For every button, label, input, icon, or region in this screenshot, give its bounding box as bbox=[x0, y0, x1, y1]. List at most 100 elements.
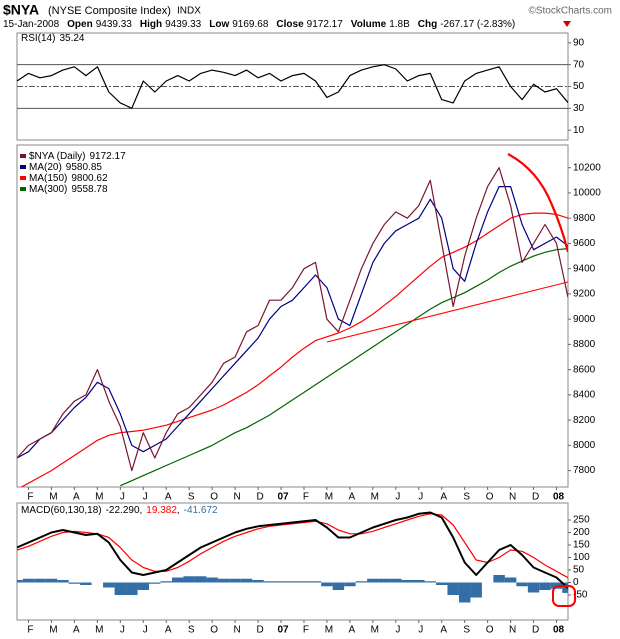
y-tick-label: 8600 bbox=[573, 364, 596, 375]
series-line bbox=[20, 212, 568, 487]
symbol: $NYA bbox=[3, 2, 39, 18]
series-line bbox=[120, 248, 568, 487]
legend-name: MA(300) bbox=[29, 184, 67, 195]
legend: MA(150) 9800.62 bbox=[29, 173, 108, 184]
x-tick-label: N bbox=[233, 492, 240, 503]
quote-value: 9169.68 bbox=[232, 19, 269, 30]
histogram-bar bbox=[17, 580, 23, 583]
legend-name: MA(150) bbox=[29, 173, 67, 184]
trendline bbox=[326, 281, 568, 343]
quote-line: 15-Jan-2008 Open 9439.33 High 9439.33 Low 9169… bbox=[3, 19, 515, 30]
histogram-bar bbox=[275, 581, 287, 583]
legend-name: MA(20) bbox=[29, 162, 62, 173]
y-tick-label: 200 bbox=[573, 527, 590, 538]
legend-value: 9580.85 bbox=[66, 162, 103, 173]
y-tick-label: 10 bbox=[573, 125, 585, 136]
y-tick-label: 8800 bbox=[573, 339, 596, 350]
x-tick-label: M bbox=[371, 492, 379, 503]
histogram-bar bbox=[114, 582, 127, 595]
series-line bbox=[17, 64, 568, 109]
x-tick-label: A bbox=[440, 492, 447, 503]
x-tick-label: D bbox=[532, 492, 539, 503]
legend-swatch bbox=[20, 176, 26, 180]
x-tick-label: O bbox=[210, 625, 218, 636]
x-tick-label: O bbox=[486, 492, 494, 503]
legend-value: 9558.78 bbox=[71, 184, 108, 195]
x-tick-label: M bbox=[371, 625, 379, 636]
y-tick-label: 10200 bbox=[573, 162, 601, 173]
legend: MA(300) 9558.78 bbox=[29, 184, 108, 195]
histogram-bar bbox=[539, 582, 551, 590]
quote-value: 9439.33 bbox=[165, 19, 202, 30]
x-tick-label: 07 bbox=[277, 625, 289, 636]
histogram-bar bbox=[194, 576, 207, 583]
trendline-curve bbox=[507, 153, 568, 253]
y-tick-label: 9600 bbox=[573, 238, 596, 249]
y-tick-label: 70 bbox=[573, 59, 585, 70]
plot-area bbox=[17, 64, 568, 109]
x-tick-label: M bbox=[49, 492, 57, 503]
histogram-bar bbox=[562, 582, 568, 593]
x-tick-label: J bbox=[395, 625, 400, 636]
y-tick-label: 9400 bbox=[573, 263, 596, 274]
x-tick-label: A bbox=[349, 625, 356, 636]
x-tick-label: 08 bbox=[553, 625, 565, 636]
x-tick-label: S bbox=[463, 625, 470, 636]
legend-swatch bbox=[20, 165, 26, 169]
y-tick-label: 0 bbox=[573, 577, 579, 588]
quote-value: 9172.17 bbox=[307, 19, 344, 30]
x-tick-label: F bbox=[303, 492, 309, 503]
legend-title: RSI(14) bbox=[21, 33, 55, 44]
histogram-bar bbox=[390, 578, 402, 583]
y-tick-label: 9200 bbox=[573, 289, 596, 300]
histogram-bar bbox=[68, 582, 81, 584]
x-tick-label: N bbox=[233, 625, 240, 636]
y-tick-label: 50 bbox=[573, 81, 585, 92]
legend-separator: , bbox=[177, 505, 180, 516]
x-tick-label: J bbox=[395, 492, 400, 503]
histogram-bar bbox=[504, 577, 517, 583]
panel: 90 70 50 30 10 RSI(14) 35.24 bbox=[16, 32, 585, 141]
quote-value: 9439.33 bbox=[96, 19, 133, 30]
header: $NYA (NYSE Composite Index) INDX ©StockC… bbox=[3, 2, 612, 30]
series-line bbox=[17, 513, 568, 579]
histogram-bar bbox=[321, 582, 333, 587]
histogram-bar bbox=[367, 578, 379, 583]
histogram-bar bbox=[435, 582, 448, 585]
histogram-bar bbox=[217, 578, 230, 583]
x-tick-label: J bbox=[418, 625, 423, 636]
histogram-bar bbox=[401, 580, 414, 583]
histogram-bar bbox=[298, 581, 310, 583]
x-tick-label: J bbox=[120, 492, 125, 503]
x-tick-label: A bbox=[73, 492, 80, 503]
index-name: (NYSE Composite Index) bbox=[48, 5, 171, 17]
legend: MA(20) 9580.85 bbox=[29, 162, 102, 173]
histogram-bar bbox=[263, 581, 276, 583]
x-tick-label: A bbox=[165, 625, 172, 636]
histogram-bar bbox=[252, 580, 264, 583]
quote-value: 1.8B bbox=[389, 19, 410, 30]
x-tick-label: A bbox=[165, 492, 172, 503]
x-tick-label: N bbox=[509, 625, 516, 636]
y-tick-label: 150 bbox=[573, 540, 590, 551]
legend: MACD(60,130,18) -22.290, 19.382, -41.672 bbox=[21, 505, 218, 516]
histogram-bar bbox=[229, 578, 241, 583]
x-tick-label: M bbox=[325, 625, 333, 636]
plot-area bbox=[17, 167, 568, 487]
x-tick-label: D bbox=[532, 625, 539, 636]
x-tick-label: D bbox=[256, 625, 263, 636]
histogram-bar bbox=[355, 581, 368, 583]
x-tick-label: D bbox=[256, 492, 263, 503]
histogram-bar bbox=[378, 578, 391, 583]
x-tick-label: F bbox=[27, 492, 33, 503]
y-tick-label: -50 bbox=[573, 590, 588, 601]
y-tick-label: 100 bbox=[573, 552, 590, 563]
panel-frame bbox=[16, 144, 569, 488]
x-tick-label: S bbox=[463, 492, 470, 503]
down-arrow bbox=[563, 21, 571, 27]
x-tick-label: O bbox=[210, 492, 218, 503]
series-line bbox=[17, 167, 568, 472]
